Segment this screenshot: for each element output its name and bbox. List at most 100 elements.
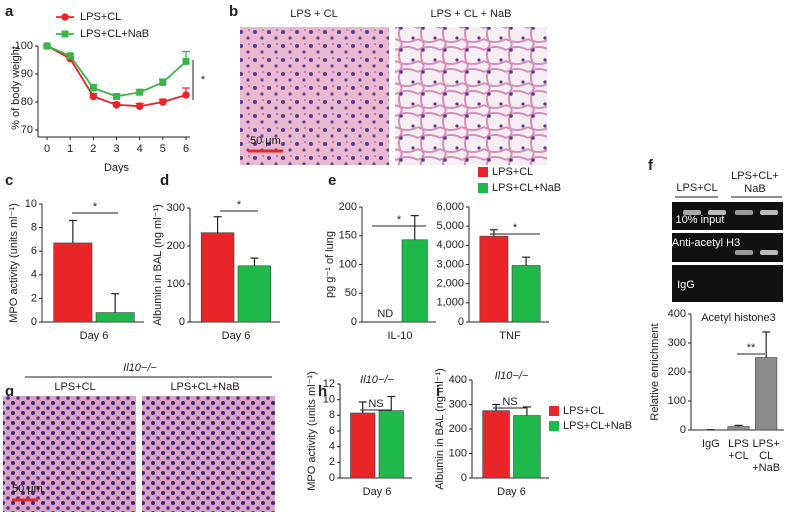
marker bbox=[159, 78, 167, 86]
group-label: NaB bbox=[744, 183, 765, 195]
y-tick-label: 100 bbox=[668, 395, 686, 407]
y-tick-label: 300 bbox=[668, 337, 686, 349]
gel-band bbox=[708, 210, 726, 215]
value-label: ND bbox=[377, 308, 393, 320]
x-axis-label: Days bbox=[104, 162, 130, 174]
legend-swatch bbox=[549, 406, 559, 416]
image-label: LPS + CL bbox=[290, 8, 337, 20]
x-tick-label: 0 bbox=[44, 143, 50, 155]
gel-band bbox=[683, 210, 701, 215]
gel-row bbox=[672, 265, 783, 302]
y-tick-label: 200 bbox=[449, 423, 467, 435]
legend-label: LPS+CL+NaB bbox=[563, 420, 632, 432]
marker bbox=[182, 91, 190, 99]
y-tick-label: 6 bbox=[329, 425, 335, 437]
x-tick-label: TNF bbox=[499, 330, 521, 342]
y-tick-label: 80 bbox=[21, 96, 33, 108]
gel-row bbox=[672, 202, 783, 230]
chart-title: Acetyl histone3 bbox=[701, 312, 776, 324]
x-tick-label: 6 bbox=[183, 143, 189, 155]
histology-image bbox=[3, 396, 136, 512]
y-axis-label: pg g⁻¹ of lung bbox=[324, 231, 336, 298]
legend-marker bbox=[61, 30, 69, 38]
legend-label: LPS+CL bbox=[492, 166, 533, 178]
y-tick-label: 4,000 bbox=[436, 239, 464, 251]
bar bbox=[479, 235, 509, 323]
bar bbox=[237, 265, 272, 323]
x-tick-label: 3 bbox=[113, 143, 119, 155]
y-tick-label: 10 bbox=[323, 394, 335, 406]
bar bbox=[350, 412, 376, 479]
y-tick-label: 70 bbox=[21, 124, 33, 136]
x-tick-label: 5 bbox=[160, 143, 166, 155]
gel-band bbox=[735, 210, 753, 215]
histology-image bbox=[395, 27, 547, 165]
x-tick-label: IL-10 bbox=[387, 330, 412, 342]
legend-swatch bbox=[478, 167, 488, 177]
y-axis-label: Albumin in BAL (ng ml⁻¹) bbox=[152, 204, 164, 326]
y-tick-label: 2,000 bbox=[436, 278, 464, 290]
y-axis-label: MPO activity (units ml⁻¹) bbox=[8, 203, 20, 322]
gel-band bbox=[760, 250, 778, 255]
x-tick-label: 1 bbox=[67, 143, 73, 155]
y-tick-label: 0 bbox=[179, 316, 185, 328]
row-label: Anti-acetyl H3 bbox=[672, 237, 740, 249]
bar bbox=[513, 415, 541, 479]
y-tick-label: 100 bbox=[449, 447, 467, 459]
y-tick-label: 6,000 bbox=[436, 201, 464, 213]
y-tick-label: 1,000 bbox=[436, 297, 464, 309]
x-tick-label: LPS +CL bbox=[728, 438, 749, 462]
x-tick-label: IgG bbox=[702, 438, 720, 450]
y-tick-label: 300 bbox=[167, 202, 185, 214]
panel-letter: g bbox=[5, 383, 14, 400]
x-tick-label: Day 6 bbox=[363, 486, 392, 498]
y-axis-label: Albumin in BAL (ng ml⁻¹) bbox=[434, 368, 446, 490]
y-axis-label: MPO activity (units ml⁻¹) bbox=[306, 371, 318, 490]
y-tick-label: 200 bbox=[167, 240, 185, 252]
bar bbox=[511, 265, 541, 323]
genotype-label: Il10−/− bbox=[123, 362, 157, 374]
x-tick-label: 2 bbox=[90, 143, 96, 155]
bar bbox=[95, 312, 135, 323]
y-tick-label: 200 bbox=[339, 201, 357, 213]
panel-letter: c bbox=[5, 172, 13, 189]
bar bbox=[727, 426, 750, 431]
panel-letter: i bbox=[436, 383, 440, 400]
chart-subtitle: Il10−/− bbox=[495, 370, 529, 382]
annotation: * bbox=[93, 201, 98, 213]
legend-swatch bbox=[549, 421, 559, 431]
y-tick-label: 5,000 bbox=[436, 220, 464, 232]
marker bbox=[89, 92, 98, 101]
chart-subtitle: Il10−/− bbox=[360, 374, 394, 386]
x-tick-label: Day 6 bbox=[222, 330, 251, 342]
panel-letter: d bbox=[160, 172, 169, 189]
panel-letter: h bbox=[318, 383, 327, 400]
legend-label: LPS+CL+NaB bbox=[80, 28, 149, 40]
panel-letter: e bbox=[328, 172, 336, 189]
image-label: LPS + CL + NaB bbox=[431, 8, 512, 20]
marker bbox=[89, 84, 97, 92]
y-tick-label: 0 bbox=[458, 316, 464, 328]
bar bbox=[482, 410, 510, 479]
bar bbox=[378, 410, 404, 479]
bar bbox=[401, 239, 428, 323]
row-label: 10% input bbox=[676, 214, 725, 226]
annotation: NS bbox=[368, 398, 383, 410]
y-tick-label: 8 bbox=[329, 409, 335, 421]
bar bbox=[200, 232, 235, 323]
x-tick-label: Day 6 bbox=[80, 330, 109, 342]
y-tick-label: 6 bbox=[31, 245, 37, 257]
marker bbox=[112, 101, 121, 109]
y-tick-label: 0 bbox=[680, 424, 686, 436]
image-label: LPS+CL bbox=[54, 381, 95, 393]
annotation: * bbox=[397, 214, 402, 226]
scale-label: 50 μm bbox=[12, 483, 43, 495]
marker bbox=[66, 52, 74, 60]
x-tick-label: Day 6 bbox=[497, 486, 526, 498]
panel-letter: a bbox=[5, 3, 14, 20]
y-tick-label: 4 bbox=[31, 269, 37, 281]
y-tick-label: 90 bbox=[21, 68, 33, 80]
y-tick-label: 100 bbox=[339, 258, 357, 270]
y-tick-label: 2 bbox=[31, 292, 37, 304]
